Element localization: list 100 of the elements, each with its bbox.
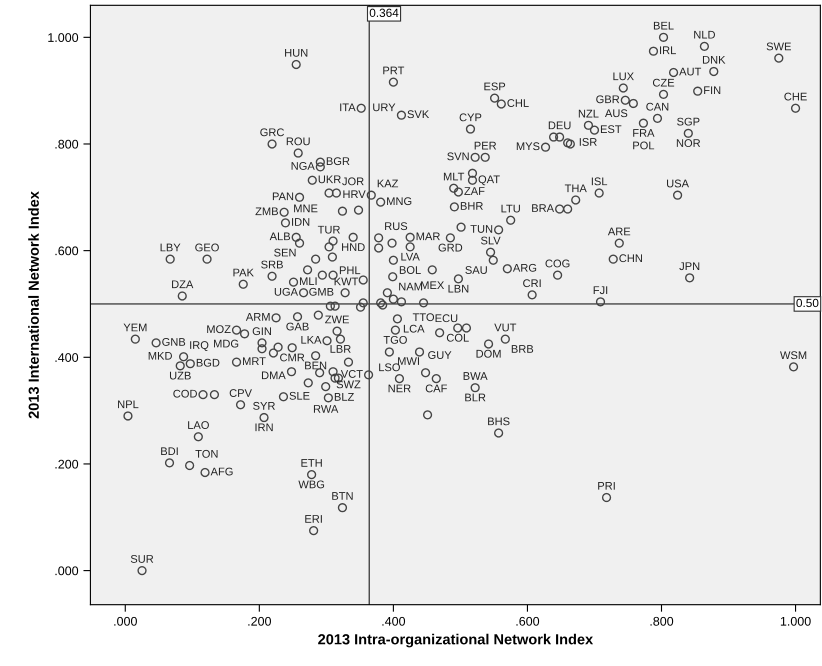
annotation: GRC (260, 128, 284, 136)
annotation: ZWE (325, 316, 349, 324)
annotation: DMA (262, 371, 286, 380)
annotation: PAN (272, 192, 294, 200)
annotation: SUR (130, 554, 154, 563)
annotation: ETH (301, 459, 322, 467)
annotation: KWT (334, 278, 358, 286)
annotation: MRT (243, 357, 266, 365)
y-tick-label: .800 (55, 140, 78, 149)
annotation: SVN (447, 152, 469, 160)
annotation: HUN (285, 49, 308, 57)
annotation: LTU (502, 204, 520, 212)
annotation: RWA (314, 405, 338, 413)
x-tick-label: .800 (650, 616, 674, 626)
annotation: DOM (476, 350, 501, 358)
annotation: KAZ (378, 180, 398, 188)
annotation: COG (546, 260, 570, 268)
annotation: QAT (478, 175, 500, 186)
x-tick-label: 1.000 (780, 616, 811, 626)
annotation: DZA (172, 280, 194, 288)
x-tick-label: .600 (516, 616, 540, 626)
annotation: ZAF (464, 187, 484, 195)
annotation: MNG (387, 197, 412, 206)
annotation: NGA (292, 162, 315, 170)
annotation: MLI (300, 277, 317, 285)
annotation: CHN (619, 254, 642, 262)
annotation: LBN (448, 284, 468, 293)
annotation: SWZ (336, 380, 360, 388)
annotation: YEM (124, 324, 146, 332)
annotation: NER (388, 384, 411, 392)
annotation: SLV (480, 236, 501, 244)
annotation: WBG (298, 480, 324, 488)
annotation: CHE (784, 92, 807, 100)
annotation: BOL (400, 266, 421, 274)
annotation: MWI (398, 357, 419, 365)
annotation: WSM (780, 351, 806, 360)
annotation: POL (633, 142, 654, 150)
annotation: PHL (340, 266, 360, 274)
annotation: LCA (404, 324, 425, 333)
annotation: VUT (494, 324, 516, 332)
y-tick-label: .400 (55, 353, 78, 362)
annotation: SWE (766, 42, 791, 50)
annotation: ISL (592, 177, 608, 186)
ref-line-label: 0.50 (796, 298, 818, 308)
annotation: FIN (704, 86, 720, 94)
annotation: SYR (253, 402, 275, 410)
annotation: MLT (444, 172, 464, 180)
x-tick-label: .000 (114, 616, 137, 626)
annotation: JPN (679, 262, 700, 270)
annotation: MDG (214, 340, 238, 348)
annotation: DNK (702, 56, 726, 64)
annotation: SLE (290, 392, 310, 400)
annotation: UKR (318, 175, 341, 184)
y-tick-label: .600 (55, 246, 78, 256)
annotation: CAF (426, 384, 447, 392)
annotation: PER (474, 142, 496, 150)
annotation: TUN (470, 225, 492, 233)
annotation: NLD (694, 30, 715, 39)
x-tick-label: .200 (248, 616, 272, 626)
annotation: HRV (343, 190, 366, 198)
y-tick-label: .200 (55, 460, 78, 469)
annotation: CZE (652, 78, 674, 87)
annotation: PRI (598, 482, 615, 490)
annotation: NAM (399, 282, 422, 290)
annotation: AFG (210, 468, 233, 476)
annotation: LSO (379, 363, 400, 372)
annotation: GIN (252, 327, 271, 336)
annotation: ERI (305, 515, 322, 523)
annotation: BWA (464, 372, 488, 380)
annotation: GRD (438, 244, 462, 252)
annotation: EST (600, 125, 622, 134)
annotation: BRB (512, 345, 534, 353)
annotation: BHR (460, 202, 483, 210)
annotation: IRL (660, 46, 676, 54)
annotation: BHS (488, 417, 510, 426)
annotation: JOR (342, 177, 364, 186)
annotation: ZMB (255, 207, 278, 216)
annotation: BLR (465, 394, 486, 402)
annotation: COD (173, 390, 197, 398)
annotation: NOR (676, 139, 700, 148)
annotation: BLZ (334, 393, 354, 401)
annotation: LBR (330, 345, 351, 353)
annotation: NZL (578, 110, 599, 118)
annotation: CAN (646, 102, 668, 111)
annotation: BTN (332, 492, 353, 500)
annotation: ROU (286, 137, 310, 146)
annotation: VCT (340, 370, 363, 378)
annotation: ARM (246, 313, 270, 321)
x-axis-title: 2013 Intra-organizational Network Index (318, 634, 594, 648)
annotation: LVA (401, 252, 420, 261)
annotation: THA (564, 184, 587, 192)
annotation: USA (667, 180, 689, 188)
annotation: BEN (305, 362, 326, 370)
annotation: ARG (512, 264, 536, 272)
annotation: LAO (188, 421, 209, 429)
annotation: IRN (255, 424, 273, 432)
y-tick-label: .000 (55, 566, 78, 576)
annotation: PRT (383, 66, 404, 74)
annotation: BGD (196, 358, 220, 367)
annotation: GUY (428, 351, 452, 359)
